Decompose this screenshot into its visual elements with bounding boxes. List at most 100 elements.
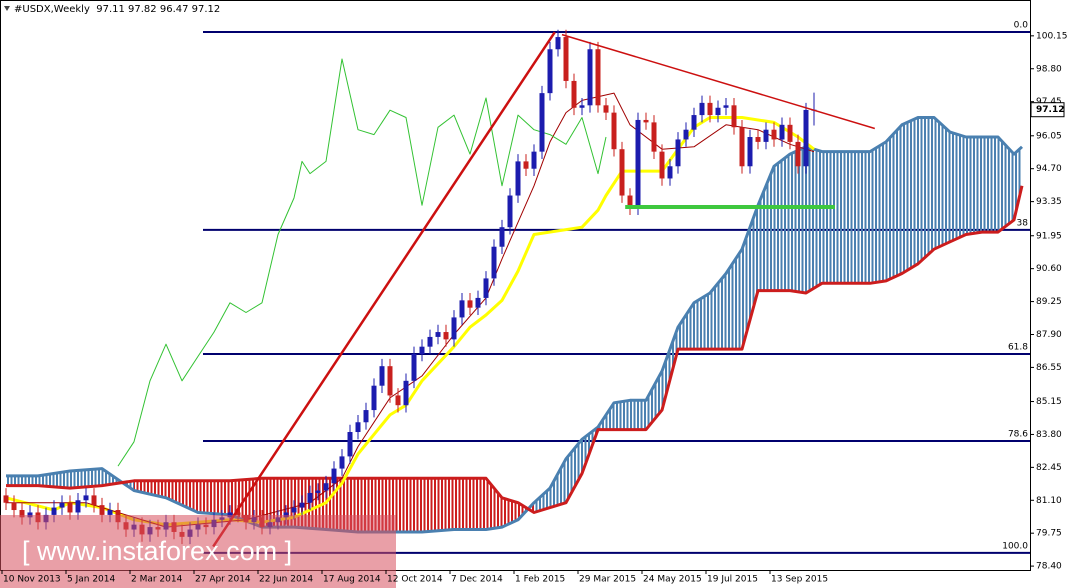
x-tick-label: 7 Dec 2014	[451, 575, 503, 585]
fib-label: 0.0	[1014, 20, 1029, 30]
cloud-fill	[614, 400, 630, 430]
y-tick-label: 91.95	[1036, 231, 1062, 241]
cloud-fill	[550, 458, 566, 508]
plot-frame	[0, 0, 1031, 571]
cloud-fill	[534, 488, 550, 513]
cloud-fill	[134, 480, 166, 498]
candle-body	[355, 422, 361, 433]
candle-body	[291, 507, 297, 513]
candle-body	[539, 93, 545, 152]
last-price-box	[1030, 102, 1065, 118]
cloud-fill	[838, 151, 854, 284]
candle-body	[571, 80, 577, 108]
candle-body	[299, 502, 305, 508]
candle-body	[339, 456, 345, 469]
candle-body	[11, 502, 17, 511]
y-tick-label: 83.80	[1036, 430, 1062, 440]
x-tick-label: 29 Mar 2015	[579, 575, 636, 585]
y-tick-label: 87.90	[1036, 330, 1062, 340]
y-tick-label: 100.15	[1036, 31, 1068, 41]
candle-body	[691, 115, 697, 130]
cloud-fill	[902, 117, 918, 274]
candle-body	[779, 124, 785, 140]
x-tick-label: 12 Oct 2014	[387, 575, 443, 585]
x-tick-label: 1 Feb 2015	[515, 575, 565, 585]
candle-body	[307, 492, 313, 503]
candle-body	[443, 332, 449, 340]
candle-body	[499, 227, 505, 247]
x-tick-label: 22 Jun 2014	[259, 575, 313, 585]
cloud-fill	[630, 400, 646, 430]
cloud-fill	[966, 137, 982, 235]
cloud-fill	[822, 151, 838, 284]
cloud-fill	[198, 480, 230, 515]
candle-body	[747, 137, 753, 167]
candle-body	[547, 49, 553, 94]
cloud-fill	[70, 468, 102, 489]
y-tick-label: 94.70	[1036, 164, 1062, 174]
candle-body	[75, 500, 81, 513]
candle-body	[651, 122, 657, 152]
y-tick-label: 97.45	[1036, 97, 1062, 107]
y-tick-label: 81.10	[1036, 496, 1062, 506]
candle-body	[675, 139, 681, 167]
candle-body	[723, 105, 729, 108]
watermark-box	[0, 515, 396, 588]
candle-body	[763, 129, 769, 142]
fib-label: 78.6	[1008, 430, 1028, 440]
candle-body	[643, 119, 649, 123]
cloud-fill	[6, 475, 38, 486]
candle-body	[91, 495, 97, 506]
candle-body	[83, 495, 89, 501]
cloud-fill	[806, 146, 822, 294]
candle-body	[491, 246, 497, 279]
cloud-fill	[998, 137, 1014, 233]
candle-body	[555, 37, 561, 50]
candle-body	[787, 124, 793, 142]
fib-label: 61.8	[1008, 342, 1028, 352]
cloud-fill	[454, 478, 486, 530]
indicator-line	[117, 58, 607, 467]
candle-body	[51, 507, 57, 515]
candle-body	[27, 512, 33, 518]
candle-body	[427, 336, 433, 347]
x-tick-label: 17 Aug 2014	[323, 575, 381, 585]
candle-body	[667, 166, 673, 179]
candle-body	[619, 149, 625, 196]
candle-body	[19, 510, 25, 518]
candle-body	[395, 395, 401, 406]
cloud-fill	[918, 117, 934, 264]
watermark: [ www.instaforex.com ]	[22, 536, 292, 566]
candle-body	[803, 109, 809, 167]
cloud-fill	[678, 302, 694, 350]
candle-body	[451, 317, 457, 340]
candle-body	[603, 105, 609, 113]
trendline	[561, 33, 876, 130]
y-tick-label: 96.05	[1036, 131, 1062, 141]
candle-body	[67, 502, 73, 513]
cloud-fill	[950, 132, 966, 242]
candle-body	[531, 151, 537, 169]
y-tick-label: 79.75	[1036, 529, 1062, 539]
candle-body	[699, 102, 705, 116]
candle-body	[283, 512, 289, 518]
candle-body	[731, 105, 737, 128]
candle-body	[595, 49, 601, 106]
candle-body	[507, 195, 513, 228]
cloud-fill	[390, 478, 422, 532]
candle-body	[363, 410, 369, 423]
trend-layer	[212, 31, 876, 548]
candle-body	[715, 107, 721, 116]
candle-body	[563, 37, 569, 81]
candle-body	[475, 297, 481, 308]
y-tick-label: 78.40	[1036, 562, 1062, 572]
candle-body	[755, 137, 761, 142]
candle-body	[515, 161, 521, 196]
candle-body	[347, 432, 353, 457]
candle-body	[371, 385, 377, 411]
candle-body	[459, 300, 465, 318]
chart-title: #USDX,Weekly 97.11 97.82 96.47 97.12	[14, 4, 220, 15]
x-tick-label: 5 Jan 2014	[67, 575, 115, 585]
